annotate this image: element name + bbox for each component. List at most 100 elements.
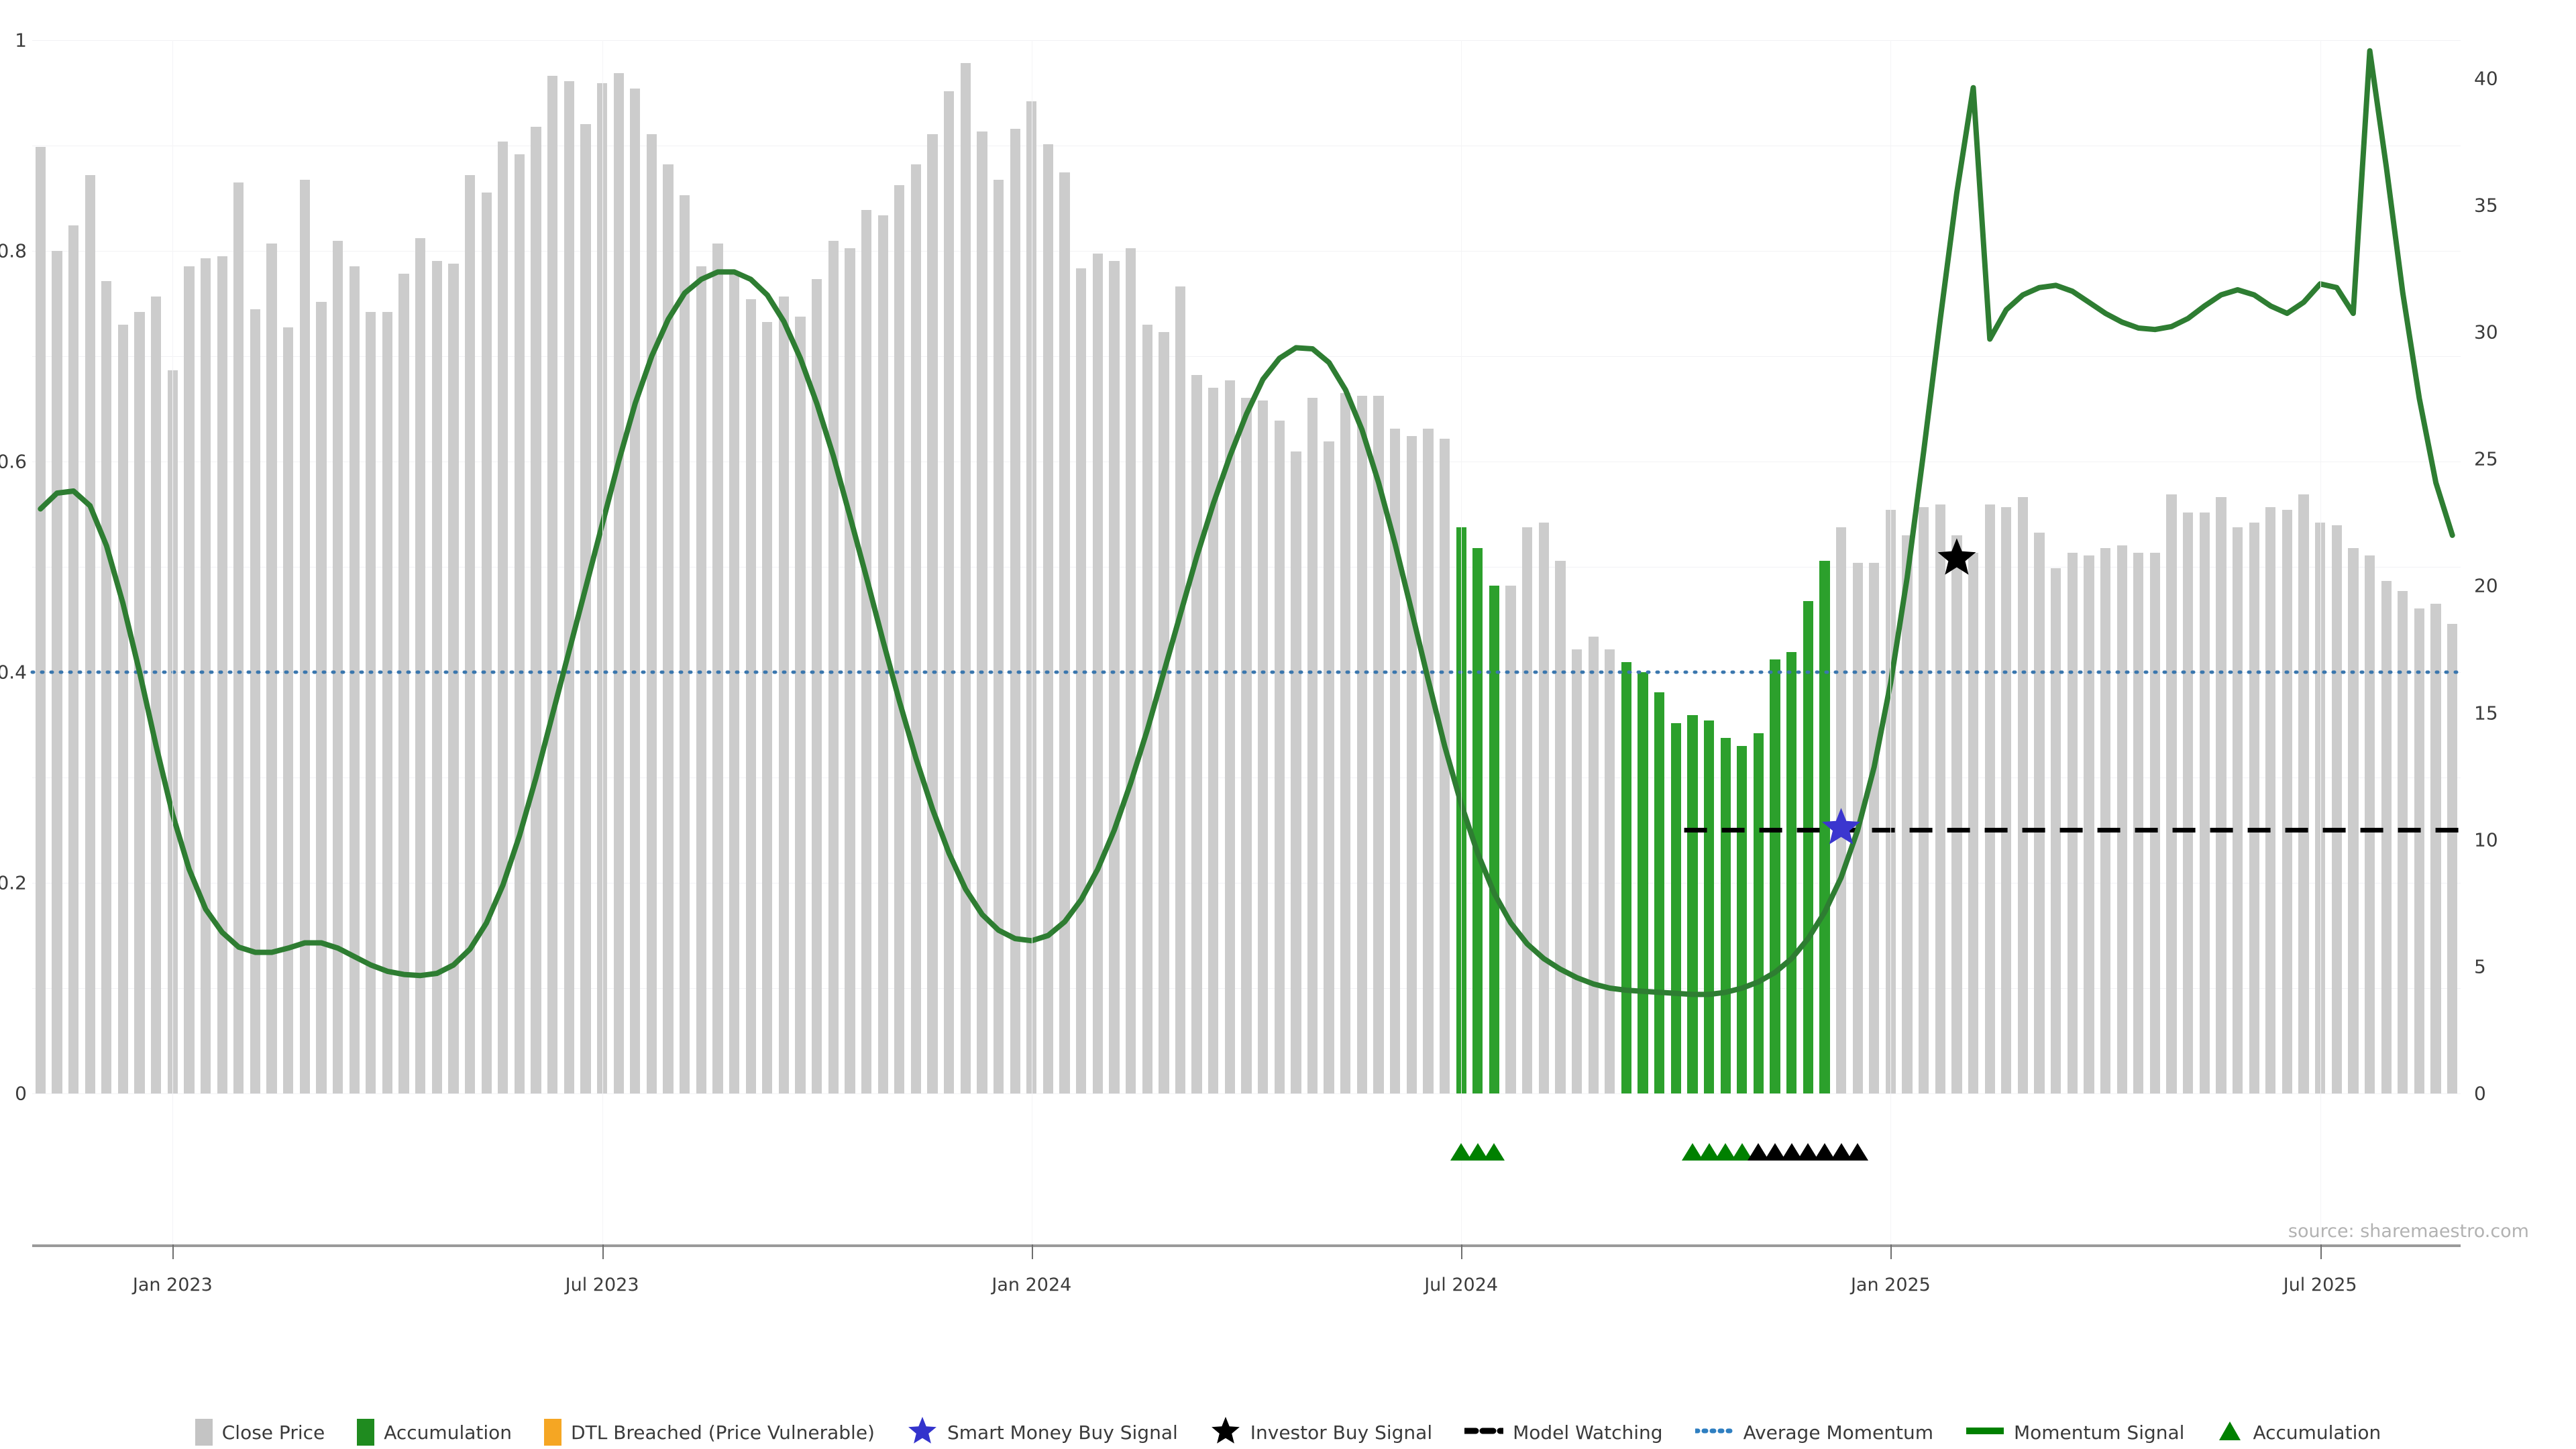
smart-money-star-icon xyxy=(907,1415,938,1449)
close-price-bar xyxy=(349,266,360,1093)
legend-item[interactable]: Momentum Signal xyxy=(1966,1421,2184,1444)
close-price-bar xyxy=(547,75,558,1093)
close-price-bar xyxy=(2084,555,2094,1093)
close-price-bar xyxy=(2166,494,2177,1093)
legend-item[interactable]: Accumulation xyxy=(2216,1419,2381,1446)
legend-item[interactable]: Investor Buy Signal xyxy=(1210,1415,1432,1449)
close-price-bar xyxy=(1059,172,1070,1093)
vertical-gridline xyxy=(2320,40,2321,1248)
right-axis-tick-label: 0 xyxy=(2474,1082,2486,1105)
source-note: source: sharemaestro.com xyxy=(2288,1221,2529,1242)
close-price-bar xyxy=(398,274,409,1093)
left-axis-tick-label: 0.4 xyxy=(0,661,27,684)
right-axis-tick-label: 40 xyxy=(2474,67,2498,90)
close-price-bar xyxy=(1588,637,1599,1093)
close-price-bar xyxy=(1159,332,1169,1093)
plot-area: 0 0.2 0.4 0.6 0.8 1 0 5 10 15 20 25 30 35 40 xyxy=(0,30,2498,1105)
close-price-bar xyxy=(745,299,756,1093)
legend-item[interactable]: DTL Breached (Price Vulnerable) xyxy=(544,1419,875,1446)
legend-item-label: Close Price xyxy=(221,1421,325,1444)
close-price-bar xyxy=(1984,504,1995,1093)
legend-item[interactable]: Average Momentum xyxy=(1693,1421,1933,1444)
close-price-bar xyxy=(2315,522,2326,1093)
accumulation-bar xyxy=(1753,733,1764,1093)
legend-item[interactable]: Close Price xyxy=(195,1419,325,1446)
legend-item[interactable]: Smart Money Buy Signal xyxy=(907,1415,1178,1449)
accumulation-bar xyxy=(1489,586,1500,1093)
close-price-bar xyxy=(2447,624,2458,1093)
close-price-bar xyxy=(2348,547,2359,1093)
close-price-bar xyxy=(762,321,773,1093)
right-axis-tick-label: 5 xyxy=(2474,955,2486,978)
close-price-bar xyxy=(366,311,376,1093)
close-price-bar xyxy=(778,297,790,1093)
close-price-bar xyxy=(646,133,657,1093)
close-price-bar xyxy=(894,184,905,1093)
close-price-bar xyxy=(1605,649,1615,1093)
left-axis-tick-label: 0.2 xyxy=(0,871,27,894)
left-axis-tick-label: 0.8 xyxy=(0,239,27,262)
x-axis-tick-mark xyxy=(1890,1244,1892,1259)
close-price-bar xyxy=(1423,428,1434,1093)
accumulation-bar xyxy=(1670,722,1681,1093)
close-price-bar xyxy=(1389,428,1401,1093)
close-price-bar xyxy=(1439,438,1450,1093)
close-price-bar xyxy=(2282,509,2293,1093)
legend-item[interactable]: Model Watching xyxy=(1462,1421,1663,1444)
close-price-bar xyxy=(2149,553,2161,1093)
close-price-bar xyxy=(134,311,145,1093)
close-price-bar xyxy=(613,73,624,1093)
close-price-bar xyxy=(1042,144,1054,1093)
accumulation-bar xyxy=(1638,672,1648,1093)
close-price-bar xyxy=(316,301,327,1093)
close-price-bar xyxy=(910,164,922,1093)
close-price-bar xyxy=(2001,507,2012,1093)
close-price-bar xyxy=(68,225,79,1093)
vertical-gridline xyxy=(602,40,603,1248)
close-price-bar xyxy=(1968,553,1979,1093)
close-price-bar xyxy=(332,240,343,1093)
close-price-bar xyxy=(2249,522,2259,1093)
close-price-bar xyxy=(1076,268,1087,1093)
left-axis-tick-label: 0 xyxy=(15,1082,27,1105)
accumulation-bar xyxy=(1472,547,1483,1093)
close-price-bar xyxy=(729,274,740,1093)
close-price-bar xyxy=(1951,535,1962,1093)
close-price-bar xyxy=(167,370,178,1093)
close-price-bar xyxy=(2116,545,2127,1093)
close-price-bar xyxy=(1224,380,1235,1093)
close-price-bar xyxy=(680,195,690,1093)
close-price-bar xyxy=(1257,400,1269,1093)
close-price-bar xyxy=(1092,253,1103,1093)
close-price-bar xyxy=(1522,527,1533,1093)
close-price-bar xyxy=(2265,507,2276,1093)
close-price-bar xyxy=(1902,535,1913,1093)
close-price-bar xyxy=(580,123,591,1093)
x-axis-tick-mark xyxy=(2320,1244,2322,1259)
close-price-swatch xyxy=(195,1419,213,1446)
left-axis-tick-label: 0.6 xyxy=(0,450,27,473)
accumulation-bar xyxy=(1703,720,1715,1093)
investor-buy-signal-star[interactable] xyxy=(1937,538,1976,575)
legend-item-label: Momentum Signal xyxy=(2013,1421,2185,1444)
close-price-bar xyxy=(217,256,227,1093)
legend-item[interactable]: Accumulation xyxy=(357,1419,512,1446)
close-price-bar xyxy=(2298,494,2309,1093)
right-axis-tick-label: 30 xyxy=(2474,321,2498,343)
x-axis-line xyxy=(32,1244,2461,1247)
x-axis-tick-label: Jan 2023 xyxy=(132,1275,213,1295)
right-axis-tick-label: 15 xyxy=(2474,702,2498,724)
close-price-bar xyxy=(2398,590,2408,1093)
close-price-bar xyxy=(1274,421,1285,1093)
close-price-bar xyxy=(1919,507,1929,1093)
close-price-bar xyxy=(564,80,574,1093)
close-price-bar xyxy=(481,193,492,1093)
close-price-bar xyxy=(2381,580,2392,1093)
smart-money-buy-signal-star[interactable] xyxy=(1822,808,1861,845)
accumulation-bar xyxy=(1786,651,1797,1093)
close-price-bar xyxy=(448,263,459,1093)
vertical-gridline xyxy=(1461,40,1462,1248)
close-price-bar xyxy=(101,281,112,1093)
close-price-bar xyxy=(299,180,310,1093)
close-price-bar xyxy=(382,311,393,1093)
